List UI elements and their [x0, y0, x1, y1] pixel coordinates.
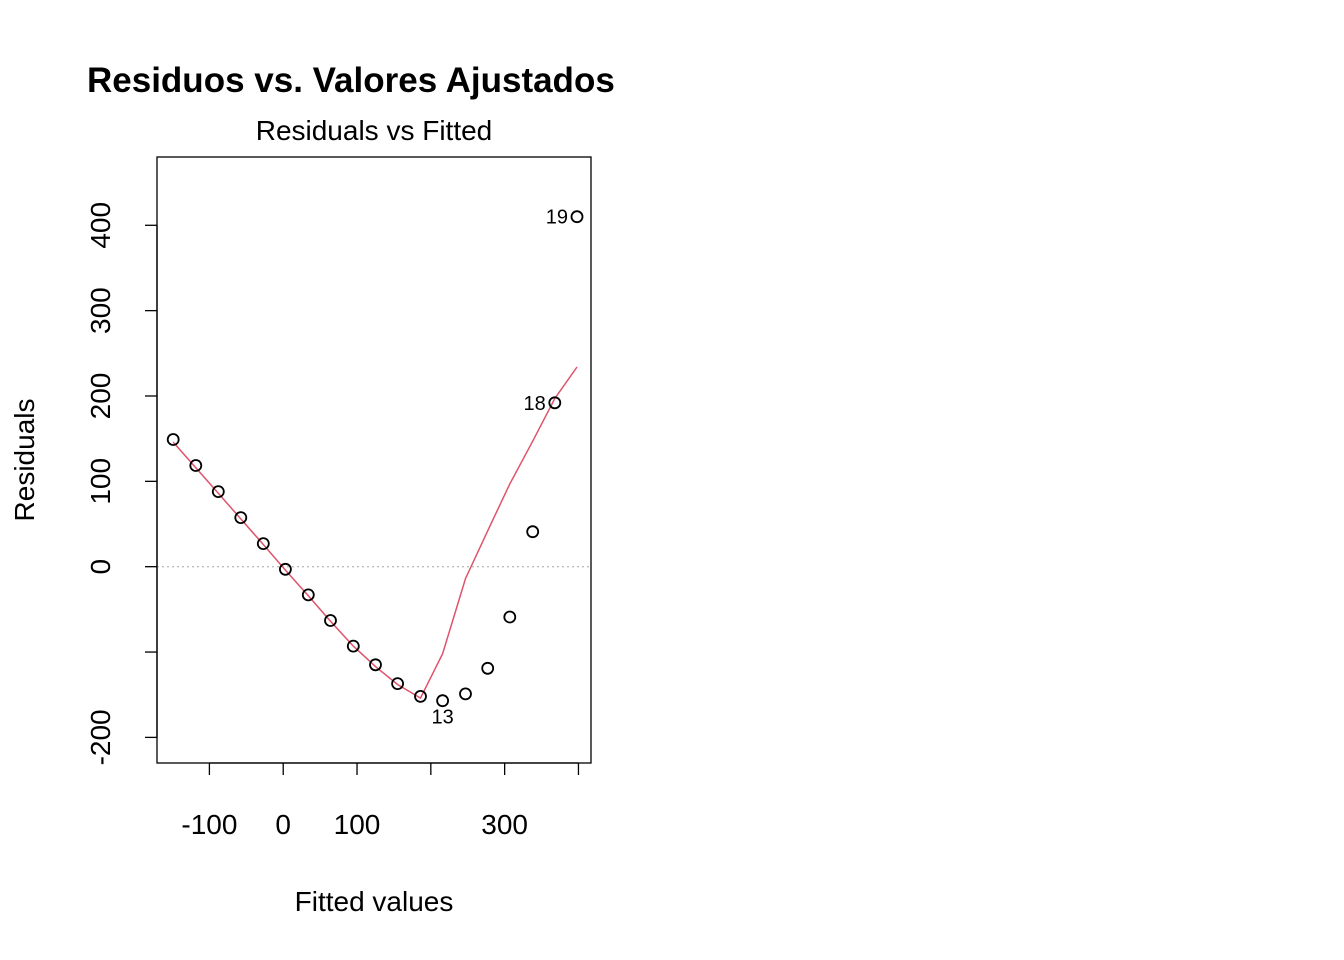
point-label: 19: [546, 207, 568, 229]
data-point: [414, 690, 427, 703]
point-label: 18: [524, 393, 546, 415]
point-label: 13: [431, 707, 453, 729]
x-axis-label: Fitted values: [295, 886, 454, 917]
x-tick-label: 100: [334, 809, 381, 840]
data-point: [189, 459, 203, 472]
data-point: [324, 614, 337, 627]
plot-frame: [156, 156, 592, 764]
data-point: [278, 562, 292, 576]
data-point: [369, 658, 382, 672]
points-layer: 13 18 19: [166, 207, 584, 729]
x-tick-label: 300: [481, 809, 528, 840]
data-point: [391, 677, 405, 690]
data-point: [346, 639, 360, 653]
data-point: [526, 525, 540, 539]
smoother-line: [172, 366, 578, 700]
data-point: [211, 485, 225, 499]
data-point: [166, 433, 180, 446]
data-point: [570, 210, 584, 224]
y-tick-label: -200: [85, 709, 116, 765]
y-tick-label: 200: [85, 373, 116, 420]
data-point: [459, 687, 472, 701]
y-axis: -200 0 100 200 300 400: [85, 202, 158, 765]
page-title: Residuos vs. Valores Ajustados: [87, 61, 615, 100]
y-tick-label: 300: [85, 287, 116, 334]
data-point: [548, 396, 562, 410]
y-axis-label: Residuals: [9, 399, 40, 522]
data-point: [234, 511, 248, 524]
data-point: [256, 537, 270, 550]
y-tick-label: 0: [85, 559, 116, 575]
x-tick-label: 0: [275, 809, 291, 840]
smoother-layer: [172, 366, 578, 700]
data-point: [503, 610, 517, 624]
y-tick-label: 100: [85, 458, 116, 505]
chart-title: Residuals vs Fitted: [256, 115, 493, 146]
x-axis: -100 0 100 300: [181, 762, 580, 840]
x-tick-label: -100: [181, 809, 237, 840]
data-point: [301, 588, 315, 602]
y-tick-label: 400: [85, 202, 116, 249]
data-point: [436, 694, 450, 708]
data-point: [481, 661, 495, 675]
